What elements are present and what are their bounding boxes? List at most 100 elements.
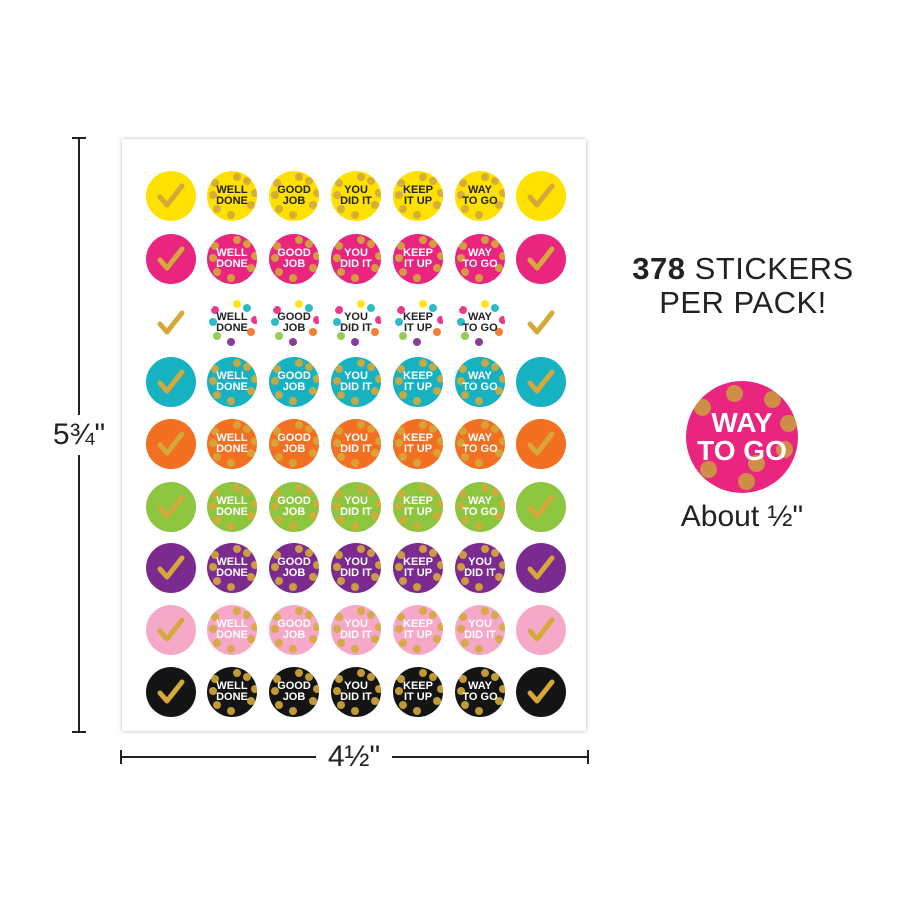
sticker-dot xyxy=(429,488,437,496)
sticker-dot xyxy=(289,274,297,282)
sticker-dot xyxy=(399,577,407,585)
sticker-dot xyxy=(395,191,403,199)
sticker-text: YOU DID IT xyxy=(340,247,372,270)
sticker-dot xyxy=(397,551,405,559)
sticker-dot xyxy=(371,697,379,705)
sticker-dot xyxy=(335,427,343,435)
sticker-dot xyxy=(335,675,343,683)
word-sticker: KEEP IT UP xyxy=(393,357,443,407)
sticker-dot xyxy=(247,573,255,581)
sticker-dot xyxy=(233,359,241,367)
sticker-dot xyxy=(397,306,405,314)
sticker-dot xyxy=(295,669,303,677)
word-sticker: KEEP IT UP xyxy=(393,298,443,348)
sticker-dot xyxy=(429,425,437,433)
word-sticker: WELL DONE xyxy=(207,298,257,348)
sticker-dot xyxy=(413,274,421,282)
sticker-dot xyxy=(337,453,345,461)
sticker-dot xyxy=(457,502,465,510)
sticker-dot xyxy=(271,687,279,695)
sticker-dot xyxy=(233,669,241,677)
sticker-dot xyxy=(275,453,283,461)
word-sticker: GOOD JOB xyxy=(269,419,319,469)
sticker-dot xyxy=(213,453,221,461)
sticker-row: WELL DONE GOOD JOB YOU DID IT KEEP IT UP YOU… xyxy=(122,605,586,665)
checkmark-icon xyxy=(527,310,555,335)
sticker-dot xyxy=(337,639,345,647)
sticker-dot xyxy=(375,623,381,631)
sticker-dot xyxy=(275,639,283,647)
sticker-dot xyxy=(233,236,241,244)
sticker-dot xyxy=(475,338,483,346)
sample-sticker-dot xyxy=(694,399,711,416)
sticker-dot xyxy=(243,488,251,496)
sticker-dot xyxy=(313,623,319,631)
sample-sticker-text: WAY TO GO xyxy=(697,407,787,466)
sticker-text: YOU DID IT xyxy=(340,618,372,641)
sticker-dot xyxy=(495,387,503,395)
sticker-dot xyxy=(251,437,257,445)
sticker-dot xyxy=(395,563,403,571)
sticker-dot xyxy=(367,673,375,681)
sample-sticker-dot xyxy=(700,461,717,478)
checkmark-icon xyxy=(157,431,185,456)
sticker-text: WELL DONE xyxy=(216,370,248,393)
sticker-row: WELL DONE GOOD JOB YOU DID IT KEEP IT UP WAY… xyxy=(122,298,586,358)
sticker-dot xyxy=(491,488,499,496)
sticker-dot xyxy=(247,635,255,643)
sticker-dot xyxy=(227,459,235,467)
checkmark-icon xyxy=(527,617,555,642)
width-dimension-cap-left xyxy=(120,750,122,764)
checkmark-sticker xyxy=(146,543,196,593)
sticker-dot xyxy=(337,516,345,524)
sticker-dot xyxy=(243,177,251,185)
sticker-dot xyxy=(375,685,381,693)
sticker-text: GOOD JOB xyxy=(277,370,311,393)
sticker-dot xyxy=(275,577,283,585)
sticker-dot xyxy=(397,427,405,435)
sticker-dot xyxy=(289,707,297,715)
sticker-dot xyxy=(475,645,483,653)
sticker-dot xyxy=(251,316,257,324)
sticker-dot xyxy=(227,211,235,219)
sticker-dot xyxy=(275,268,283,276)
sticker-dot xyxy=(461,577,469,585)
sticker-dot xyxy=(371,573,379,581)
sticker-dot xyxy=(459,242,467,250)
word-sticker: WAY TO GO xyxy=(455,419,505,469)
sticker-text: KEEP IT UP xyxy=(403,680,433,703)
sticker-dot xyxy=(351,274,359,282)
sticker-dot xyxy=(305,177,313,185)
headline-line-1: 378 STICKERS xyxy=(612,252,874,286)
sticker-dot xyxy=(337,391,345,399)
word-sticker: GOOD JOB xyxy=(269,543,319,593)
word-sticker: YOU DID IT xyxy=(331,605,381,655)
sticker-dot xyxy=(491,363,499,371)
sticker-text: GOOD JOB xyxy=(277,247,311,270)
sticker-dot xyxy=(335,490,343,498)
sticker-dot xyxy=(399,639,407,647)
sticker-dot xyxy=(305,673,313,681)
sticker-dot xyxy=(337,205,345,213)
sticker-dot xyxy=(413,397,421,405)
sticker-dot xyxy=(335,242,343,250)
sticker-dot xyxy=(351,459,359,467)
sticker-dot xyxy=(495,201,503,209)
checkmark-icon xyxy=(157,310,185,335)
checkmark-sticker xyxy=(146,482,196,532)
sticker-dot xyxy=(367,363,375,371)
sticker-dot xyxy=(419,607,427,615)
width-dimension-label: 4½" xyxy=(316,737,392,777)
sticker-dot xyxy=(399,268,407,276)
sticker-dot xyxy=(211,675,219,683)
sticker-dot xyxy=(433,328,441,336)
word-sticker: WAY TO GO xyxy=(455,667,505,717)
sticker-dot xyxy=(273,490,281,498)
sticker-dot xyxy=(295,484,303,492)
sticker-dot xyxy=(461,205,469,213)
sticker-dot xyxy=(461,391,469,399)
sticker-dot xyxy=(337,268,345,276)
word-sticker: GOOD JOB xyxy=(269,234,319,284)
sticker-dot xyxy=(309,201,317,209)
sticker-dot xyxy=(305,240,313,248)
